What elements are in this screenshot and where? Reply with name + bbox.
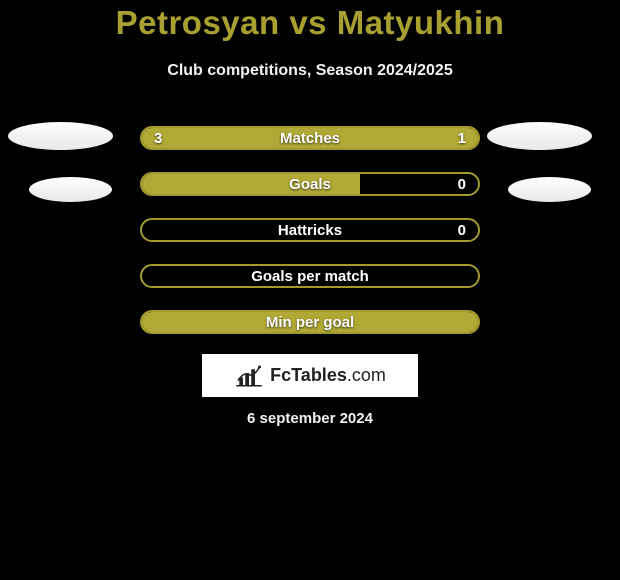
player-left-avatar-2	[29, 177, 112, 202]
chart-icon	[234, 364, 264, 388]
brand-text: FcTables.com	[270, 365, 386, 386]
metric-label: Goals per match	[142, 266, 478, 286]
date-label: 6 september 2024	[0, 410, 620, 427]
subtitle: Club competitions, Season 2024/2025	[0, 62, 620, 80]
metric-label: Min per goal	[142, 312, 478, 332]
stat-row-goals-per-match: Goals per match	[140, 264, 480, 288]
right-value: 1	[458, 128, 466, 148]
brand-suffix: .com	[347, 365, 386, 386]
page-title: Petrosyan vs Matyukhin	[0, 4, 620, 42]
brand-badge: FcTables.com	[202, 354, 418, 397]
metric-label: Hattricks	[142, 220, 478, 240]
stat-row-matches: Matches3 1	[140, 126, 480, 150]
player-right-avatar-2	[508, 177, 591, 202]
brand-name: FcTables	[270, 365, 347, 386]
metric-label: Goals	[142, 174, 478, 194]
metric-label: Matches	[142, 128, 478, 148]
player-left-avatar	[8, 122, 113, 150]
right-value: 0	[458, 220, 466, 240]
left-value: 3	[154, 128, 162, 148]
player-right-avatar	[487, 122, 592, 150]
stat-row-min-per-goal: Min per goal	[140, 310, 480, 334]
right-value: 0	[458, 174, 466, 194]
h2h-infographic: Petrosyan vs Matyukhin Club competitions…	[0, 0, 620, 580]
stat-row-goals: Goals0	[140, 172, 480, 196]
stat-row-hattricks: Hattricks0	[140, 218, 480, 242]
